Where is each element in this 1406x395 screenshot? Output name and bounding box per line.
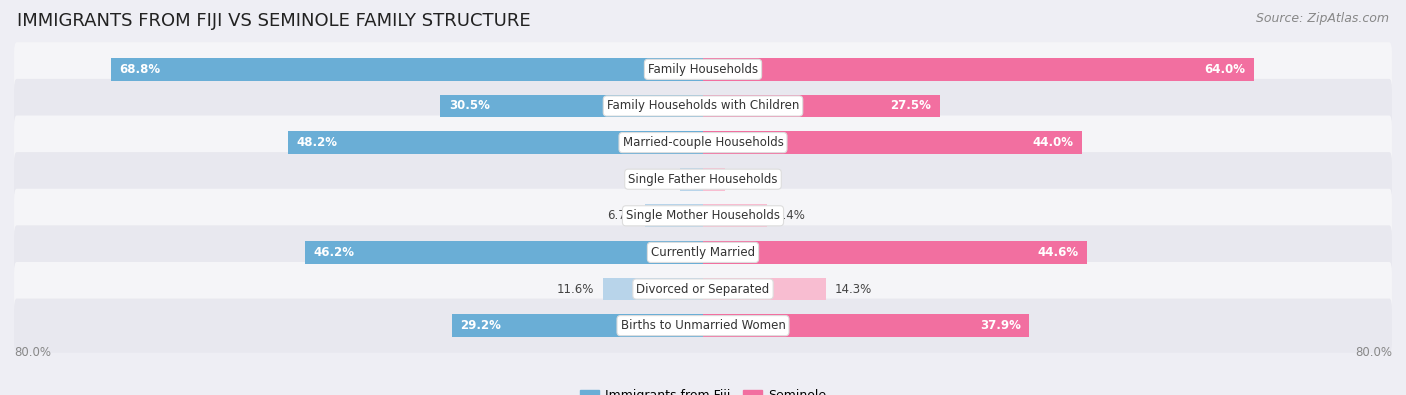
Bar xyxy=(703,95,939,117)
Text: 64.0%: 64.0% xyxy=(1205,63,1246,76)
Bar xyxy=(679,168,703,190)
Text: 14.3%: 14.3% xyxy=(835,282,872,295)
FancyBboxPatch shape xyxy=(14,189,1392,243)
FancyBboxPatch shape xyxy=(14,42,1392,96)
Text: 2.7%: 2.7% xyxy=(641,173,671,186)
Bar xyxy=(703,131,1083,154)
Text: 44.0%: 44.0% xyxy=(1032,136,1073,149)
Text: Births to Unmarried Women: Births to Unmarried Women xyxy=(620,319,786,332)
Text: Single Mother Households: Single Mother Households xyxy=(626,209,780,222)
FancyBboxPatch shape xyxy=(14,262,1392,316)
Bar xyxy=(288,131,703,154)
Text: 27.5%: 27.5% xyxy=(890,100,931,113)
Text: 44.6%: 44.6% xyxy=(1038,246,1078,259)
Text: Source: ZipAtlas.com: Source: ZipAtlas.com xyxy=(1256,12,1389,25)
Text: 48.2%: 48.2% xyxy=(297,136,337,149)
FancyBboxPatch shape xyxy=(14,79,1392,133)
Bar xyxy=(440,95,703,117)
Text: Family Households: Family Households xyxy=(648,63,758,76)
Text: 2.6%: 2.6% xyxy=(734,173,763,186)
FancyBboxPatch shape xyxy=(14,299,1392,353)
Text: 80.0%: 80.0% xyxy=(1355,346,1392,359)
Bar xyxy=(703,168,725,190)
Text: 68.8%: 68.8% xyxy=(120,63,160,76)
Text: 11.6%: 11.6% xyxy=(557,282,595,295)
Bar xyxy=(451,314,703,337)
Text: Single Father Households: Single Father Households xyxy=(628,173,778,186)
Text: 46.2%: 46.2% xyxy=(314,246,354,259)
Text: 30.5%: 30.5% xyxy=(449,100,489,113)
FancyBboxPatch shape xyxy=(14,115,1392,170)
Bar xyxy=(703,314,1029,337)
FancyBboxPatch shape xyxy=(14,152,1392,206)
Bar xyxy=(703,58,1254,81)
Text: IMMIGRANTS FROM FIJI VS SEMINOLE FAMILY STRUCTURE: IMMIGRANTS FROM FIJI VS SEMINOLE FAMILY … xyxy=(17,12,530,30)
Bar xyxy=(645,205,703,227)
FancyBboxPatch shape xyxy=(14,225,1392,280)
Bar xyxy=(703,241,1087,264)
Bar xyxy=(305,241,703,264)
Text: Currently Married: Currently Married xyxy=(651,246,755,259)
Legend: Immigrants from Fiji, Seminole: Immigrants from Fiji, Seminole xyxy=(575,384,831,395)
Bar xyxy=(703,205,766,227)
Text: 37.9%: 37.9% xyxy=(980,319,1021,332)
Text: 29.2%: 29.2% xyxy=(460,319,501,332)
Bar xyxy=(603,278,703,300)
Text: Married-couple Households: Married-couple Households xyxy=(623,136,783,149)
Text: 6.7%: 6.7% xyxy=(607,209,637,222)
Text: Family Households with Children: Family Households with Children xyxy=(607,100,799,113)
Text: Divorced or Separated: Divorced or Separated xyxy=(637,282,769,295)
Text: 7.4%: 7.4% xyxy=(775,209,806,222)
Bar xyxy=(703,278,827,300)
Bar xyxy=(111,58,703,81)
Text: 80.0%: 80.0% xyxy=(14,346,51,359)
